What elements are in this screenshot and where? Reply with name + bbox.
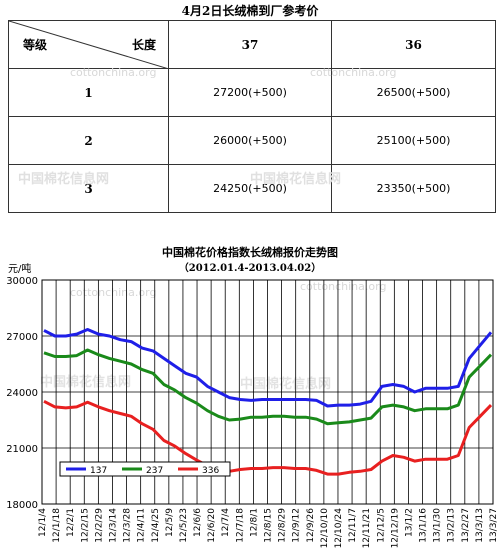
length-header-label: 长度 — [131, 38, 156, 52]
y-tick-label: 30000 — [6, 276, 38, 287]
legend-box — [59, 461, 231, 477]
watermark-cn: 中国棉花信息网 — [40, 374, 131, 390]
x-tick-label: 12/10/10 — [320, 508, 330, 549]
diagonal-header-cell: 等级 长度 — [8, 20, 169, 69]
x-tick-label: 12/10/24 — [334, 508, 344, 549]
y-tick-label: 27000 — [6, 332, 38, 343]
x-tick-label: 12/6/6 — [193, 508, 203, 537]
x-tick-label: 12/7/4 — [221, 508, 231, 537]
x-tick-label: 13/1/30 — [433, 508, 443, 543]
price-cell: 23350(+500) — [331, 164, 496, 213]
price-cell: 24250(+500) — [168, 164, 332, 213]
grade-cell: 3 — [8, 164, 169, 213]
column-header-37: 37 — [168, 20, 332, 69]
x-tick-label: 12/2/29 — [94, 508, 104, 543]
x-tick-label: 12/8/15 — [264, 508, 274, 543]
x-tick-label: 12/7/18 — [235, 508, 245, 543]
diagonal-divider — [9, 21, 169, 69]
table-row: 3 24250(+500) 23350(+500) — [8, 164, 496, 213]
price-cell: 27200(+500) — [168, 68, 332, 117]
legend-label-336: 336 — [202, 466, 219, 476]
series-line-137 — [43, 328, 493, 408]
chart-axes: 18000 21000 24000 27000 30000 12/1/4 12/1/18 12… — [6, 276, 499, 548]
x-tick-label: 13/1/2 — [404, 508, 414, 537]
watermark-site: cottonchina.org — [300, 280, 386, 293]
x-tick-label: 12/2/15 — [80, 508, 90, 543]
x-tick-label: 12/9/26 — [306, 508, 316, 543]
chart-legend: 137 237 336 — [59, 461, 231, 477]
column-header-36: 36 — [331, 20, 496, 69]
page-title: 4月2日长绒棉到厂参考价 — [181, 4, 319, 18]
x-tick-label: 12/6/20 — [207, 508, 217, 543]
x-tick-label: 12/9/12 — [292, 508, 302, 543]
chart-series — [43, 328, 493, 476]
x-tick-label: 12/12/19 — [390, 508, 400, 549]
x-tick-label: 13/3/13 — [475, 508, 485, 543]
x-tick-label: 12/3/14 — [108, 508, 118, 543]
series-line-336 — [43, 399, 493, 476]
watermark-cn: 中国棉花信息网 — [240, 376, 331, 392]
price-trend-chart: 中国棉花价格指数长绒棉报价走势图 （2012.01.4-2013.04.02） … — [6, 245, 499, 548]
grade-cell: 1 — [8, 68, 169, 117]
x-tick-label: 13/1/16 — [419, 508, 429, 543]
grade-cell: 2 — [8, 116, 169, 165]
x-tick-label: 13/3/27 — [489, 508, 499, 543]
series-line-237 — [43, 348, 493, 426]
y-axis-label: 元/吨 — [8, 262, 31, 275]
price-cell: 26500(+500) — [331, 68, 496, 117]
table-row: 2 26000(+500) 25100(+500) — [8, 116, 496, 165]
x-tick-label: 12/4/11 — [137, 508, 147, 543]
x-tick-label: 12/5/9 — [165, 508, 175, 537]
x-tick-label: 12/8/29 — [278, 508, 288, 543]
grade-header-label: 等级 — [23, 38, 48, 52]
legend-label-137: 137 — [90, 466, 107, 476]
x-tick-label: 12/11/21 — [362, 508, 372, 548]
price-cell: 25100(+500) — [331, 116, 496, 165]
x-tick-label: 12/1/18 — [52, 508, 62, 543]
table-header-row: 等级 长度 37 36 — [8, 20, 496, 69]
price-table: 等级 长度 37 36 1 27200(+500) 26500(+500) 2 … — [8, 20, 496, 213]
x-tick-label: 12/5/23 — [179, 508, 189, 543]
price-cell: 26000(+500) — [168, 116, 332, 165]
y-tick-label: 21000 — [6, 444, 38, 455]
chart-title: 中国棉花价格指数长绒棉报价走势图 — [162, 245, 338, 259]
x-tick-label: 12/12/5 — [376, 508, 386, 543]
x-tick-label: 12/2/1 — [66, 508, 76, 537]
y-tick-label: 18000 — [6, 500, 38, 511]
y-tick-label: 24000 — [6, 388, 38, 399]
x-tick-label: 12/1/4 — [38, 508, 48, 537]
x-tick-label: 12/3/28 — [123, 508, 133, 543]
x-tick-label: 12/4/25 — [151, 508, 161, 543]
x-tick-label: 12/11/7 — [348, 508, 358, 543]
table-row: 1 27200(+500) 26500(+500) — [8, 68, 496, 117]
chart-subtitle: （2012.01.4-2013.04.02） — [179, 261, 321, 274]
legend-label-237: 237 — [146, 466, 163, 476]
watermark-site: cottonchina.org — [70, 286, 156, 299]
x-tick-label: 12/8/1 — [249, 508, 259, 537]
x-tick-label: 13/2/27 — [461, 508, 471, 543]
x-tick-label: 13/2/13 — [447, 508, 457, 543]
